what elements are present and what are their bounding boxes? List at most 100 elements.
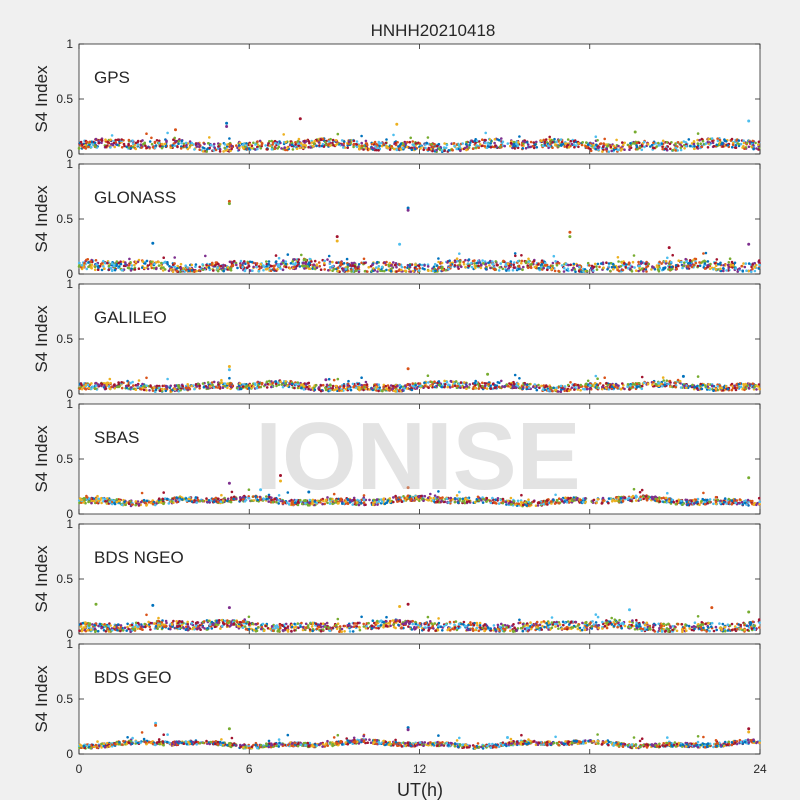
data-point xyxy=(640,144,644,148)
data-point xyxy=(674,264,678,267)
data-point xyxy=(439,145,442,149)
data-point xyxy=(205,148,209,151)
data-point xyxy=(698,261,701,264)
data-point xyxy=(696,384,699,388)
data-point xyxy=(589,144,592,147)
data-point xyxy=(560,140,564,144)
data-point xyxy=(235,144,238,147)
data-point xyxy=(195,145,199,148)
data-point xyxy=(129,381,132,385)
data-point xyxy=(317,386,321,389)
data-point xyxy=(174,385,177,388)
data-point xyxy=(312,263,316,267)
data-point xyxy=(120,138,123,141)
data-point xyxy=(142,388,146,392)
data-point xyxy=(564,142,567,145)
data-point xyxy=(390,264,393,267)
data-point xyxy=(176,145,179,149)
data-point xyxy=(489,142,493,145)
data-point xyxy=(203,142,206,146)
data-point xyxy=(166,131,169,135)
data-point xyxy=(80,263,84,267)
data-point xyxy=(258,139,262,143)
data-point xyxy=(509,141,513,145)
y-tick-label: 0 xyxy=(66,267,73,281)
data-point xyxy=(179,388,182,392)
data-point xyxy=(212,386,216,389)
data-point xyxy=(443,385,446,389)
data-point xyxy=(712,144,716,148)
data-point xyxy=(654,142,658,145)
data-point xyxy=(132,384,135,387)
data-point xyxy=(413,146,416,149)
data-point xyxy=(276,267,279,271)
data-point xyxy=(687,138,691,141)
data-point xyxy=(744,262,748,265)
data-point xyxy=(220,381,224,385)
data-point xyxy=(431,149,434,153)
data-point xyxy=(174,139,177,143)
data-point xyxy=(536,263,540,266)
data-point xyxy=(161,387,164,391)
data-point xyxy=(628,145,631,148)
data-point xyxy=(747,145,751,149)
data-point xyxy=(726,387,730,391)
data-point xyxy=(102,265,105,268)
data-point xyxy=(433,262,437,266)
data-point xyxy=(175,267,179,270)
data-point xyxy=(516,144,520,147)
data-point xyxy=(169,268,173,271)
data-point xyxy=(217,383,220,386)
data-point xyxy=(315,144,318,148)
data-point xyxy=(414,142,418,145)
data-point xyxy=(503,144,507,148)
data-point xyxy=(557,145,560,148)
data-point xyxy=(540,384,543,388)
data-point xyxy=(744,382,747,386)
data-point xyxy=(339,263,343,267)
data-point xyxy=(646,143,650,146)
data-point xyxy=(718,384,722,387)
data-point xyxy=(596,262,600,266)
data-point xyxy=(455,147,459,151)
data-point xyxy=(694,257,698,261)
data-point xyxy=(742,141,746,145)
data-point xyxy=(83,261,86,265)
data-point xyxy=(153,262,156,266)
data-point xyxy=(532,146,536,150)
data-point xyxy=(758,387,761,391)
data-point xyxy=(136,143,140,146)
data-point xyxy=(349,388,353,392)
data-point xyxy=(222,263,225,267)
data-point xyxy=(332,378,336,382)
data-point xyxy=(120,381,123,384)
data-point xyxy=(605,261,608,265)
data-point xyxy=(403,266,407,269)
data-point xyxy=(509,144,512,148)
data-point xyxy=(463,381,466,384)
data-point xyxy=(284,140,288,144)
data-point xyxy=(651,265,654,268)
data-point xyxy=(544,384,548,387)
data-point xyxy=(714,264,718,268)
data-point xyxy=(267,260,271,263)
data-point xyxy=(313,139,317,143)
data-point xyxy=(298,146,302,150)
data-point xyxy=(148,389,151,392)
data-point xyxy=(406,383,409,387)
data-point xyxy=(331,384,335,388)
data-point xyxy=(264,383,267,387)
data-point xyxy=(447,383,450,387)
data-point xyxy=(370,146,374,149)
data-point xyxy=(692,140,696,143)
data-point xyxy=(474,146,478,149)
data-point xyxy=(477,146,481,149)
data-point xyxy=(241,261,245,265)
data-point xyxy=(293,386,296,390)
data-point xyxy=(88,140,92,144)
data-point xyxy=(437,266,441,269)
data-point xyxy=(107,264,111,268)
data-point xyxy=(526,266,530,270)
data-point xyxy=(487,382,491,386)
data-point xyxy=(410,146,414,150)
